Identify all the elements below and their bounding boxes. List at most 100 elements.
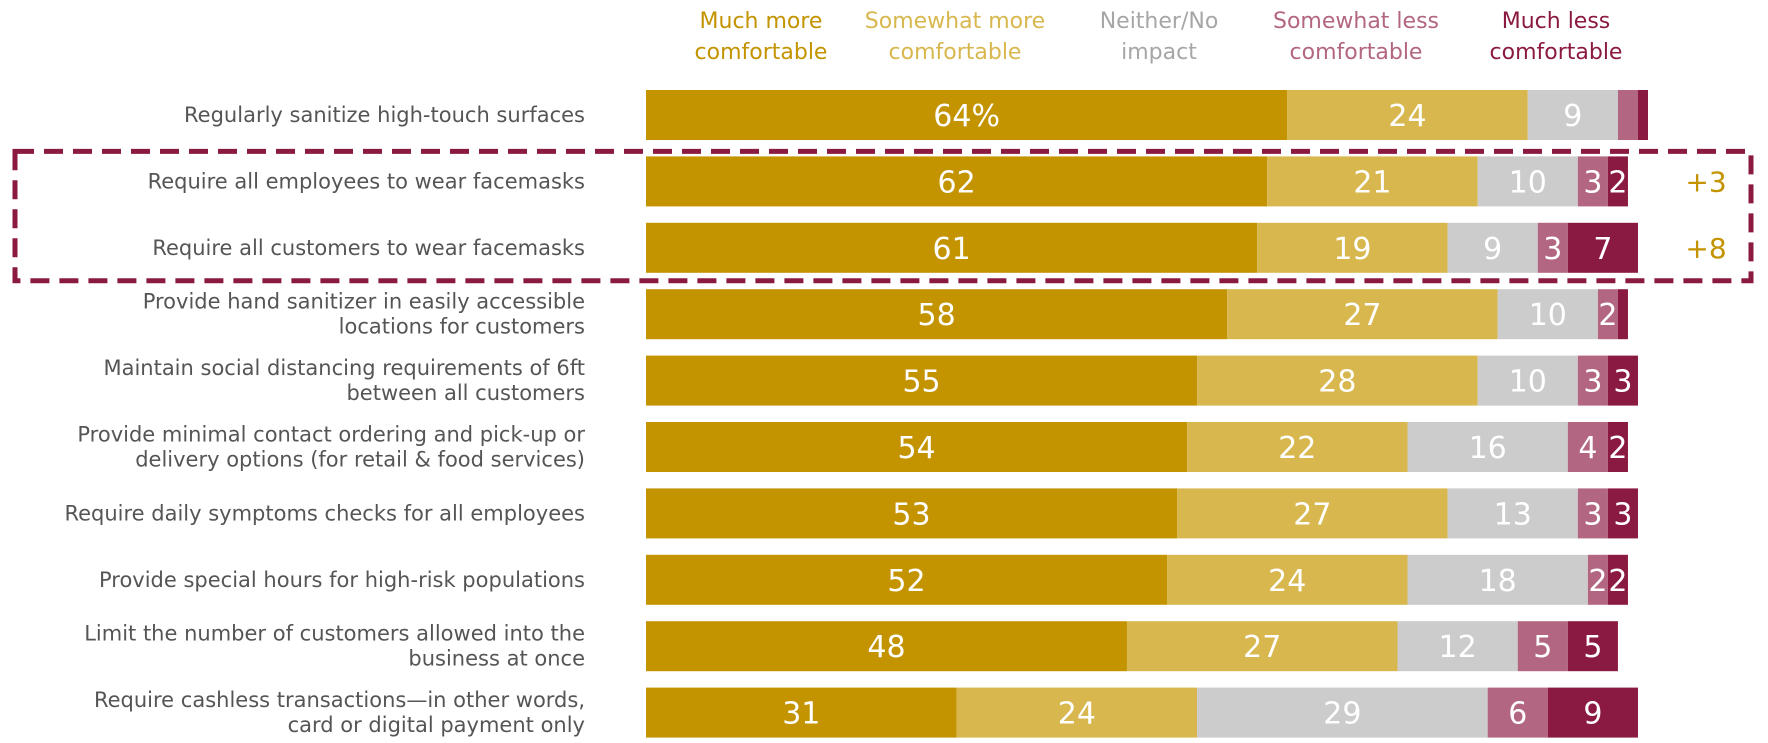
data-label: 6 — [1508, 697, 1527, 732]
data-label: 64% — [933, 99, 1000, 134]
bar-segment — [956, 687, 1198, 738]
category-label: Provide hand sanitizer in easily accessi… — [143, 290, 585, 339]
bar-segment — [1167, 554, 1408, 605]
legend-item: Much more comfortable — [695, 9, 828, 65]
bar-segment — [1187, 422, 1408, 472]
bar-segment — [1447, 222, 1538, 273]
callouts: +3 +8 — [1685, 165, 1726, 264]
category-label: Provide special hours for high-risk popu… — [99, 568, 585, 592]
data-label: 9 — [1583, 697, 1602, 732]
bar-segment — [1197, 687, 1488, 738]
bar-segment — [1487, 687, 1548, 738]
bar-segment — [1197, 355, 1478, 406]
bar-segment — [1527, 90, 1618, 140]
data-label: 55 — [902, 365, 940, 400]
bar-segment — [1617, 90, 1638, 140]
bar-segment — [1407, 554, 1588, 605]
category-label: Require cashless transactions—in other w… — [94, 688, 585, 737]
data-label: 2 — [1608, 431, 1627, 466]
bar-segment — [646, 90, 1288, 140]
bar-segment — [1597, 289, 1618, 340]
bar-segment — [1607, 355, 1638, 406]
bar-segment — [1477, 355, 1578, 406]
data-label: 27 — [1243, 630, 1281, 665]
data-label: 27 — [1343, 298, 1381, 333]
bar-segment — [1607, 488, 1638, 539]
category-labels: Regularly sanitize high-touch surfaces Re… — [64, 103, 585, 737]
data-label: 3 — [1583, 497, 1602, 532]
bar-segment — [1567, 422, 1608, 472]
data-label: 24 — [1058, 697, 1096, 732]
bar-segment — [1567, 621, 1618, 672]
bar-segment — [646, 355, 1198, 406]
data-label: 61 — [933, 232, 971, 267]
data-label: 3 — [1583, 165, 1602, 200]
data-label: 22 — [1278, 431, 1316, 466]
data-label: 3 — [1613, 365, 1632, 400]
bar-segment — [646, 222, 1258, 273]
data-label: 18 — [1479, 564, 1517, 599]
bar-segment — [646, 156, 1268, 207]
bar-segment — [1447, 488, 1578, 539]
bar-segment — [1517, 621, 1568, 672]
bar-segment — [1267, 156, 1478, 207]
category-label: Maintain social distancing requirements … — [103, 356, 585, 405]
legend-item: Somewhat less comfortable — [1273, 9, 1439, 65]
bar-segment — [646, 621, 1127, 672]
data-label: 12 — [1439, 630, 1477, 665]
data-label: 7 — [1593, 232, 1612, 267]
bar-segment — [1577, 355, 1608, 406]
data-label: 16 — [1469, 431, 1507, 466]
highlight-box — [12, 148, 1754, 284]
bar-segment — [1567, 222, 1638, 273]
data-label: 2 — [1598, 298, 1617, 333]
bar-segment — [1577, 488, 1608, 539]
data-label: 19 — [1333, 232, 1371, 267]
category-label: Require daily symptoms checks for all em… — [64, 501, 585, 525]
bar-segment — [1607, 554, 1628, 605]
highlight-box-outline — [12, 148, 1754, 284]
data-label: 3 — [1613, 497, 1632, 532]
data-label: 27 — [1293, 497, 1331, 532]
data-label: 24 — [1268, 564, 1306, 599]
bar-segment — [646, 554, 1168, 605]
bar-segment — [646, 422, 1188, 472]
category-label: Regularly sanitize high-touch surfaces — [184, 103, 585, 127]
data-label: 52 — [887, 564, 925, 599]
data-label: 28 — [1318, 365, 1356, 400]
data-label: 10 — [1509, 365, 1547, 400]
data-label: 2 — [1608, 165, 1627, 200]
bar-segment — [1637, 90, 1648, 140]
data-label: 62 — [938, 165, 976, 200]
bar-segment — [1547, 687, 1638, 738]
bar-segment — [1607, 156, 1628, 207]
bars: 64% 24 962 21 10 3 261 19 9 3 758 27 10 255 28 10 3 354 22… — [646, 90, 1648, 738]
bar-segment — [1537, 222, 1568, 273]
category-label: Provide minimal contact ordering and pic… — [77, 423, 585, 472]
category-label: Require all employees to wear facemasks — [148, 169, 585, 193]
category-label: Require all customers to wear facemasks — [152, 236, 585, 260]
data-label: 21 — [1353, 165, 1391, 200]
data-label: 3 — [1543, 232, 1562, 267]
data-label: 3 — [1583, 365, 1602, 400]
data-label: 13 — [1494, 497, 1532, 532]
data-label: 53 — [892, 497, 930, 532]
data-label: 5 — [1583, 630, 1602, 665]
data-label: 54 — [897, 431, 935, 466]
bar-segment — [1287, 90, 1528, 140]
bar-segment — [1497, 289, 1598, 340]
bar-segment — [1607, 422, 1628, 472]
data-label: 2 — [1608, 564, 1627, 599]
bar-segment — [1587, 554, 1608, 605]
data-label: 29 — [1323, 697, 1361, 732]
legend-item: Neither/No impact — [1100, 9, 1219, 65]
data-label: 24 — [1388, 99, 1426, 134]
data-label: 2 — [1588, 564, 1607, 599]
legend-item: Somewhat more comfortable — [865, 9, 1045, 65]
bar-segment — [1126, 621, 1398, 672]
data-label: 4 — [1578, 431, 1597, 466]
bar-segment — [646, 687, 957, 738]
bar-segment — [646, 289, 1228, 340]
data-label: 5 — [1533, 630, 1552, 665]
